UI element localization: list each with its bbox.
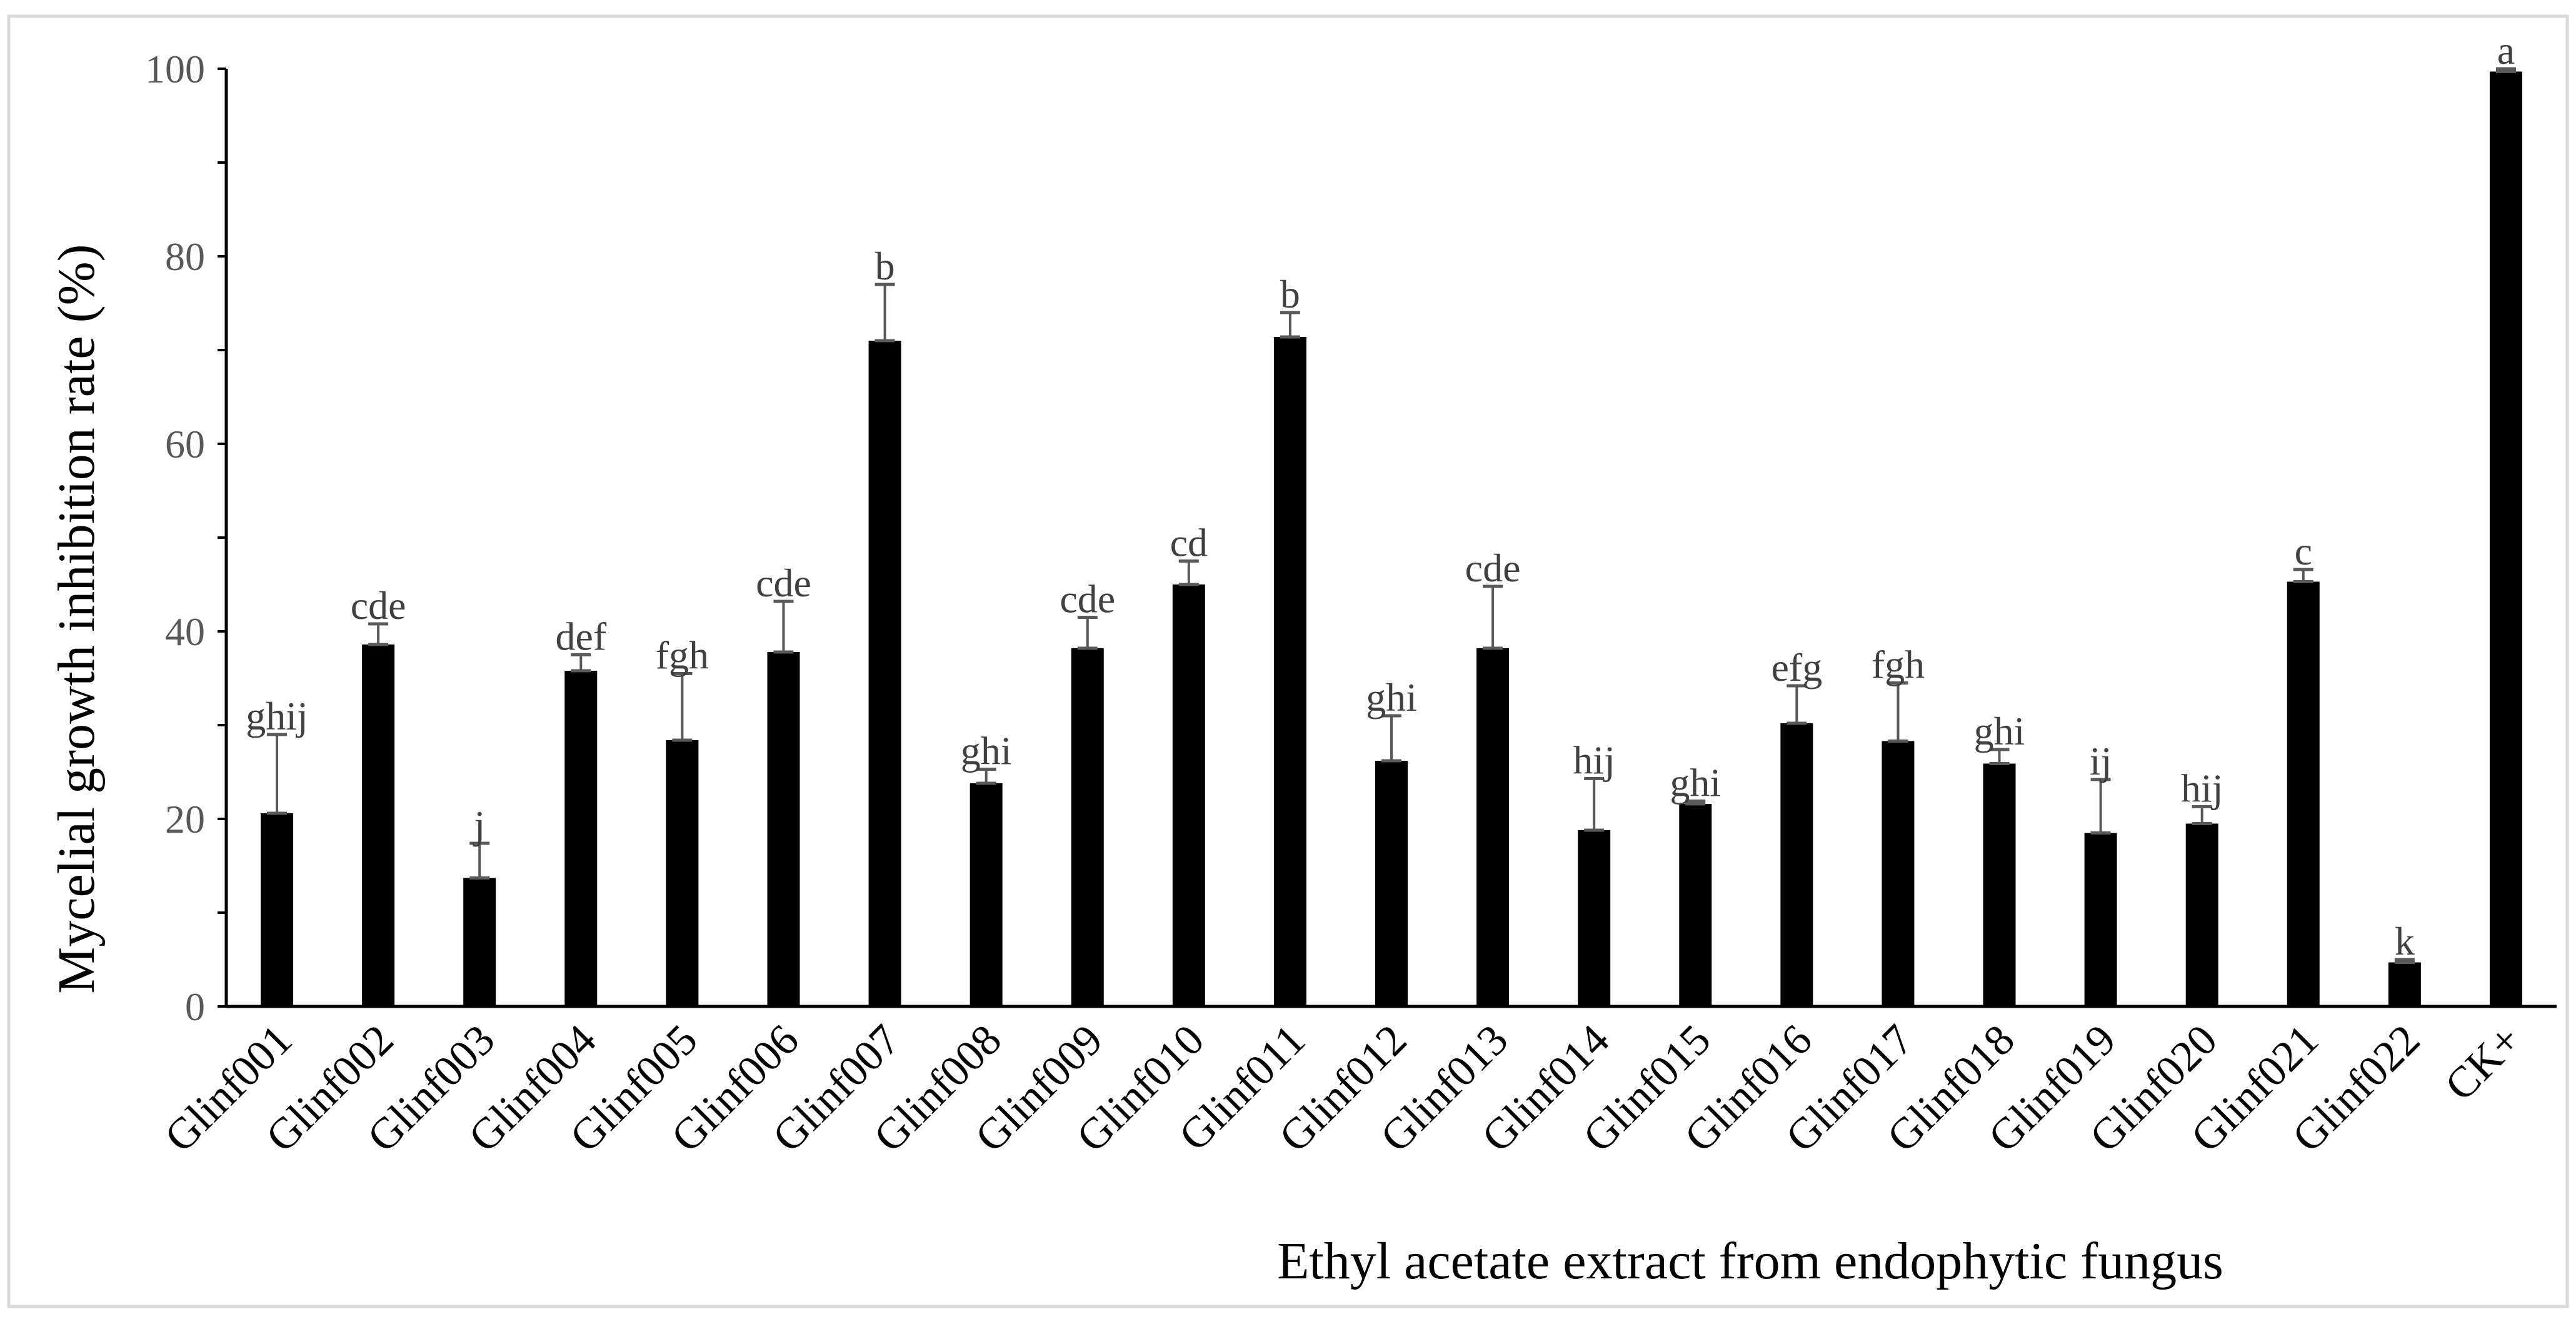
significance-letter: fgh bbox=[1872, 643, 1925, 687]
x-axis-label: Ethyl acetate extract from endophytic fu… bbox=[1277, 1232, 2223, 1290]
bar-Glinf013 bbox=[1476, 648, 1510, 1006]
bar-Glinf001 bbox=[261, 813, 294, 1006]
significance-letter: def bbox=[555, 614, 606, 659]
bar-Glinf005 bbox=[666, 740, 699, 1006]
bar-Glinf006 bbox=[767, 652, 800, 1006]
significance-letter: efg bbox=[1771, 645, 1822, 690]
bar-Glinf014 bbox=[1578, 830, 1611, 1006]
significance-letter: a bbox=[2497, 28, 2515, 73]
bar-Glinf018 bbox=[1983, 763, 2016, 1006]
significance-letter: cde bbox=[1465, 546, 1521, 590]
significance-letter: cde bbox=[351, 583, 406, 628]
significance-letter: cde bbox=[1060, 577, 1115, 621]
significance-letter: ghij bbox=[246, 694, 308, 738]
significance-letter: b bbox=[875, 244, 895, 288]
bar-Glinf011 bbox=[1273, 337, 1306, 1006]
y-tick-label: 60 bbox=[165, 422, 205, 466]
y-tick-label: 100 bbox=[145, 47, 205, 91]
bar-Glinf008 bbox=[970, 783, 1003, 1006]
significance-letter: k bbox=[2395, 919, 2415, 963]
bar-Glinf019 bbox=[2084, 833, 2117, 1006]
bar-CK+ bbox=[2489, 71, 2522, 1006]
significance-letter: ghi bbox=[1670, 761, 1721, 805]
y-tick-label: 40 bbox=[165, 609, 205, 654]
bar-Glinf003 bbox=[463, 878, 496, 1006]
significance-letter: ghi bbox=[1366, 675, 1417, 720]
bar-Glinf020 bbox=[2185, 823, 2218, 1006]
bar-Glinf010 bbox=[1172, 584, 1205, 1006]
bar-Glinf021 bbox=[2287, 581, 2320, 1006]
significance-letter: c bbox=[2295, 529, 2312, 573]
bar-Glinf002 bbox=[362, 644, 395, 1006]
significance-letter: cd bbox=[1170, 521, 1208, 565]
bar-Glinf017 bbox=[1882, 741, 1915, 1006]
bar-Glinf022 bbox=[2388, 962, 2421, 1006]
significance-letter: b bbox=[1280, 272, 1300, 316]
y-axis-label: Mycelial growth inhibition rate (%) bbox=[48, 244, 106, 993]
significance-letter: ghi bbox=[961, 729, 1012, 773]
significance-letter: fgh bbox=[656, 633, 709, 678]
bar-Glinf016 bbox=[1780, 723, 1813, 1006]
bar-Glinf009 bbox=[1071, 648, 1104, 1006]
bar-Glinf007 bbox=[868, 341, 901, 1006]
bar-Glinf015 bbox=[1679, 804, 1712, 1006]
bar-Glinf012 bbox=[1375, 761, 1408, 1006]
significance-letter: hij bbox=[1573, 738, 1615, 783]
y-tick-label: 80 bbox=[165, 234, 205, 279]
y-tick-label: 20 bbox=[165, 797, 205, 841]
significance-letter: cde bbox=[756, 561, 811, 605]
significance-letter: hij bbox=[2181, 766, 2223, 811]
y-tick-label: 0 bbox=[185, 985, 205, 1029]
significance-letter: ghi bbox=[1974, 709, 2025, 753]
significance-letter: j bbox=[473, 803, 485, 847]
significance-letter: ij bbox=[2090, 739, 2112, 783]
bar-Glinf004 bbox=[564, 671, 598, 1006]
